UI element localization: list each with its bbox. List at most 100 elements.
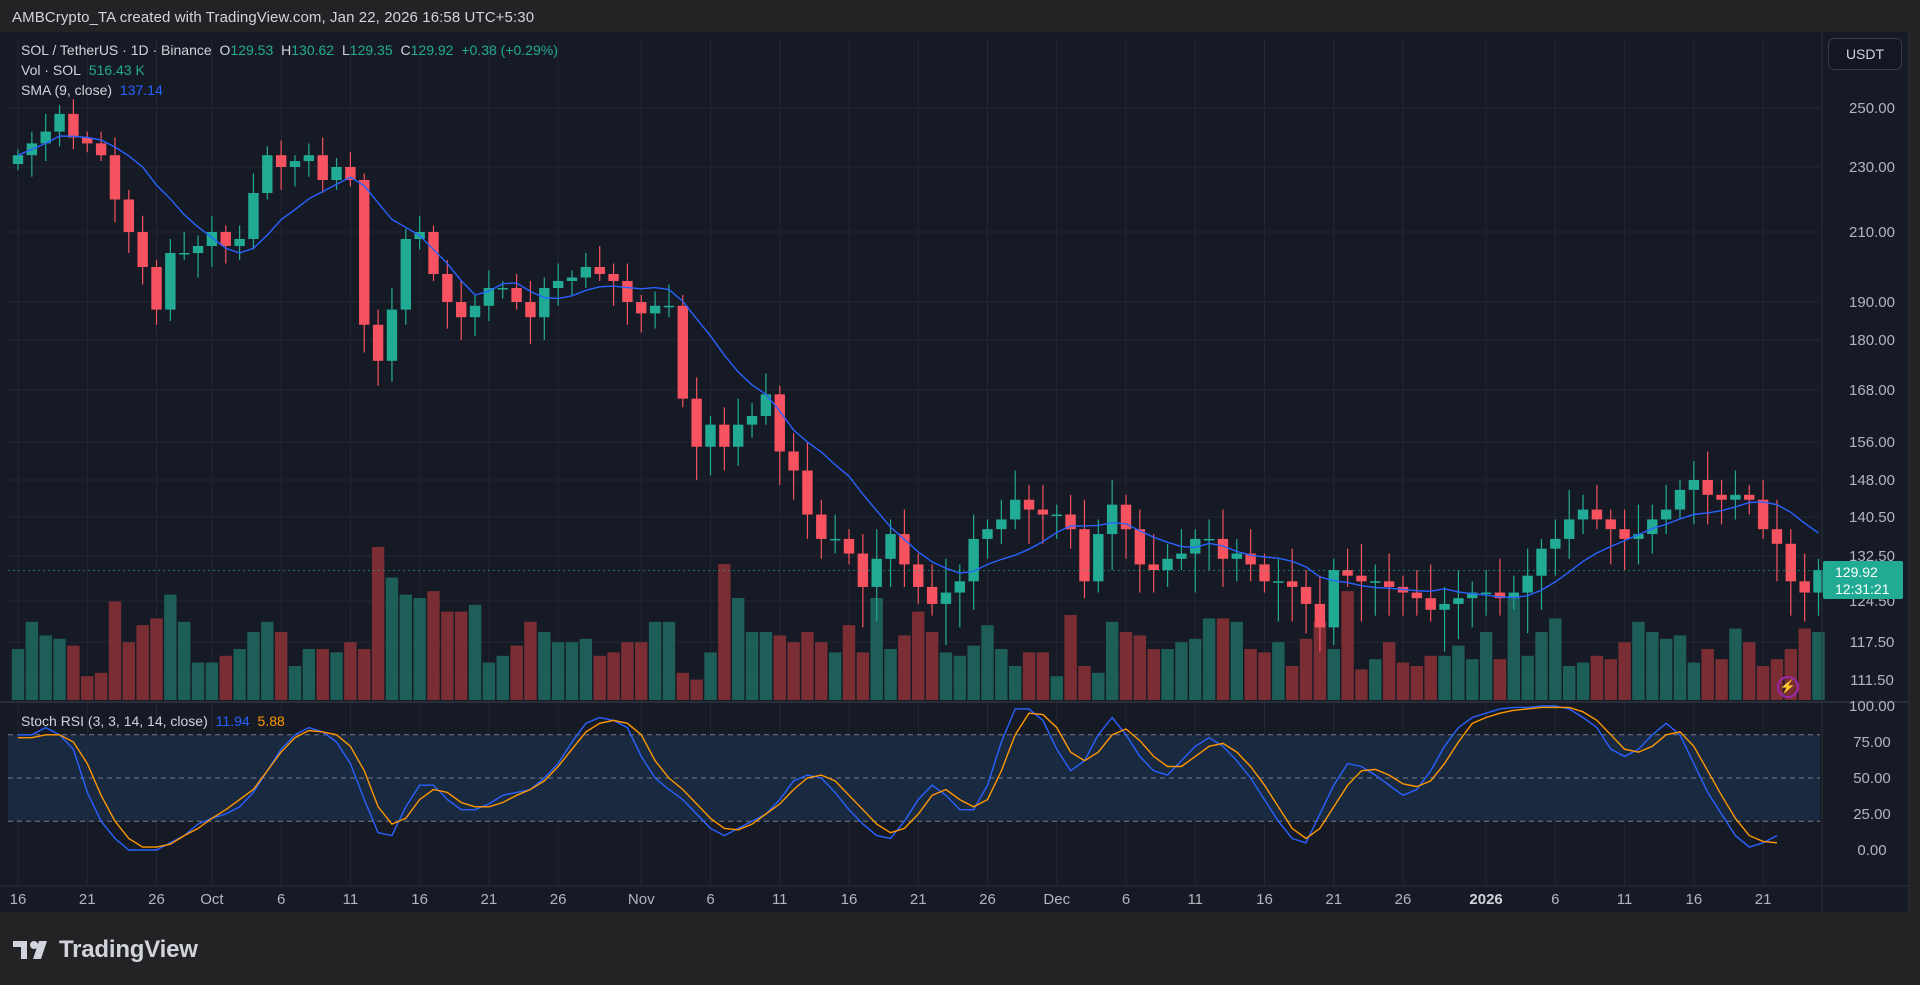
volume-bar — [648, 621, 662, 700]
time-axis-label: 6 — [1122, 891, 1130, 908]
volume-bar — [1133, 635, 1147, 700]
candle-body — [1259, 564, 1270, 582]
candle-body — [400, 239, 411, 310]
volume-bar — [441, 611, 454, 700]
legend-volume[interactable]: Vol · SOL 516.43 K — [21, 62, 149, 78]
volume-bar — [11, 649, 25, 700]
volume-bar — [1147, 649, 1160, 700]
candle-body — [608, 274, 619, 281]
candle-body — [1757, 499, 1769, 530]
currency-button[interactable]: USDT — [1828, 38, 1902, 70]
volume-bar — [1327, 649, 1340, 700]
candle-body — [746, 416, 758, 425]
close-label: C — [400, 42, 411, 58]
time-axis-label: 16 — [1686, 891, 1703, 908]
price-axis-label: 168.00 — [1849, 382, 1895, 399]
time-axis-label: 16 — [10, 891, 27, 908]
volume-bar — [690, 679, 703, 700]
candle-body — [54, 113, 65, 132]
price-candles — [12, 99, 1824, 652]
tradingview-logo[interactable]: TradingView — [13, 936, 198, 964]
volume-bar — [953, 655, 966, 700]
symbol-label[interactable]: SOL / TetherUS · 1D · Binance — [21, 42, 212, 58]
candle-body — [1342, 570, 1353, 576]
candle-body — [1148, 564, 1159, 571]
time-axis-label: 11 — [343, 891, 359, 908]
candle-body — [1010, 499, 1021, 520]
candle-body — [1203, 538, 1215, 541]
sma-path — [17, 135, 1819, 599]
candle-body — [1716, 494, 1727, 500]
volume-bar — [427, 591, 440, 700]
volume-bar — [1618, 642, 1631, 700]
volume-bar — [565, 642, 579, 700]
candle-body — [871, 558, 882, 587]
volume-bar — [939, 652, 953, 700]
candle-body — [1037, 509, 1049, 515]
volume-bar — [482, 662, 496, 700]
time-axis-label: 6 — [706, 891, 714, 908]
candle-body — [926, 586, 938, 604]
time-axis-label: 26 — [148, 891, 165, 908]
time-axis-label: 11 — [1187, 891, 1203, 908]
volume-bar — [1161, 649, 1174, 700]
volume-bar — [233, 649, 246, 700]
volume-bar — [1521, 655, 1534, 700]
candle-body — [1411, 592, 1423, 599]
volume-bar — [1119, 632, 1133, 700]
volume-bar — [413, 598, 426, 700]
candle-body — [913, 564, 924, 587]
volume-bar — [981, 625, 994, 700]
time-axis-label: Nov — [628, 891, 655, 908]
volume-bar — [773, 635, 786, 700]
candle-body — [1785, 543, 1796, 582]
legend-stoch-rsi[interactable]: Stoch RSI (3, 3, 14, 14, close) 11.94 5.… — [21, 713, 289, 729]
candle-body — [1370, 581, 1381, 583]
candle-body — [1190, 538, 1201, 554]
volume-bar — [371, 547, 385, 700]
last-price-tag: 129.92 12:31:21 — [1823, 561, 1903, 599]
volume-bar — [274, 632, 288, 700]
candle-body — [857, 553, 869, 587]
volume-bar — [1479, 632, 1493, 700]
candle-body — [1356, 575, 1367, 582]
volume-bar — [108, 601, 122, 700]
volume-bar — [787, 642, 800, 700]
brand-name: TradingView — [59, 936, 198, 963]
candle-body — [1619, 529, 1630, 539]
axes: 250.00230.00210.00190.00180.00168.00156.… — [0, 32, 1908, 912]
stoch-axis-label: 75.00 — [1853, 734, 1891, 751]
candle-body — [68, 113, 79, 138]
candle-body — [1480, 592, 1492, 595]
candle-body — [442, 274, 453, 302]
price-axis-label: 180.00 — [1849, 332, 1895, 349]
time-axis-label: 6 — [277, 891, 285, 908]
lightning-icon[interactable]: ⚡ — [1777, 676, 1799, 698]
sma-value: 137.14 — [119, 82, 163, 98]
candle-body — [1079, 529, 1090, 582]
candle-body — [1273, 581, 1284, 583]
stoch-rsi-pane — [8, 705, 1820, 851]
volume-bar — [1438, 655, 1451, 700]
candle-body — [774, 394, 785, 452]
price-axis-label: 190.00 — [1849, 294, 1895, 311]
volume-bar — [745, 632, 759, 700]
candle-body — [1314, 603, 1326, 628]
candle-body — [802, 470, 813, 515]
legend-price: SOL / TetherUS · 1D · Binance O129.53 H1… — [21, 42, 562, 58]
volume-bar — [1369, 659, 1382, 700]
candle-body — [386, 309, 398, 361]
candle-body — [539, 288, 550, 318]
candle-body — [151, 267, 162, 310]
volume-bar — [25, 621, 39, 700]
legend-sma[interactable]: SMA (9, close) 137.14 — [21, 82, 167, 98]
candle-body — [109, 155, 121, 200]
candle-body — [525, 302, 536, 318]
volume-bar — [828, 652, 842, 700]
candle-body — [1287, 581, 1298, 587]
volume-bar — [1715, 659, 1728, 700]
bar-countdown: 12:31:21 — [1835, 581, 1890, 597]
candle-body — [469, 305, 481, 318]
volume-bar — [995, 649, 1008, 700]
